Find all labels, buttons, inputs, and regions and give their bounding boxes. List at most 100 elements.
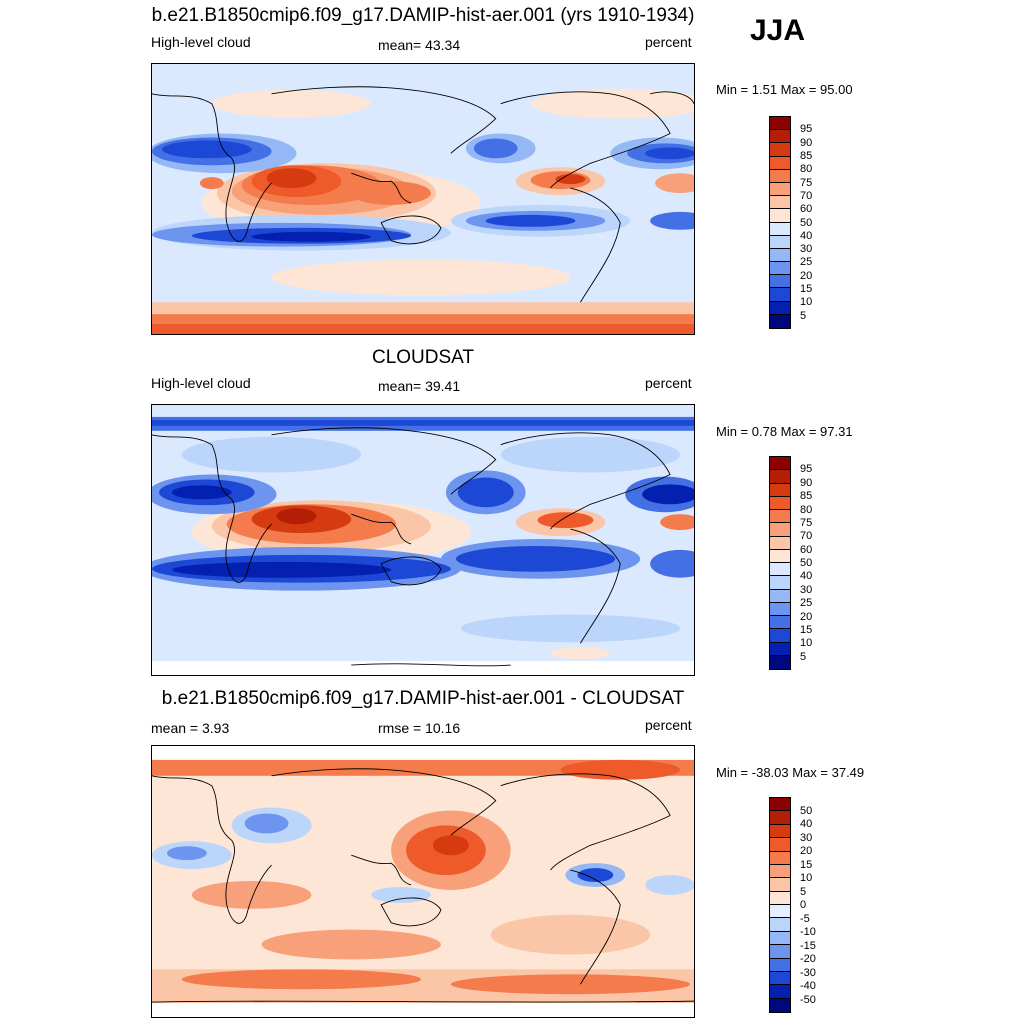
- panel2-colorbar: [769, 456, 791, 670]
- colorbar-swatch: [770, 602, 790, 616]
- colorbar-tick-label: 15: [800, 858, 813, 871]
- colorbar-tick-label: 20: [800, 610, 813, 623]
- panel2-minmax: Min = 0.78 Max = 97.31: [716, 424, 853, 439]
- panel3-minmax: Min = -38.03 Max = 37.49: [716, 765, 865, 780]
- colorbar-tick-label: 75: [800, 516, 813, 529]
- colorbar-tick-label: 85: [800, 149, 813, 162]
- colorbar-swatch: [770, 209, 790, 223]
- colorbar-swatch: [770, 998, 790, 1012]
- colorbar-tick-label: 40: [800, 570, 813, 583]
- colorbar-swatch: [770, 510, 790, 524]
- colorbar-tick-label: 50: [800, 804, 813, 817]
- colorbar-swatch: [770, 838, 790, 852]
- colorbar-swatch: [770, 642, 790, 656]
- colorbar-tick-label: 60: [800, 543, 813, 556]
- colorbar-swatch: [770, 616, 790, 630]
- colorbar-swatch: [770, 851, 790, 865]
- colorbar-swatch: [770, 971, 790, 986]
- colorbar-tick-label: 5: [800, 650, 807, 663]
- colorbar-tick-label: 75: [800, 176, 813, 189]
- colorbar-swatch: [770, 798, 790, 812]
- colorbar-swatch: [770, 589, 790, 603]
- panel2-map: [151, 404, 695, 676]
- colorbar-tick-label: 5: [800, 309, 807, 322]
- panel1-colorbar: [769, 116, 791, 329]
- colorbar-tick-label: -40: [800, 980, 816, 992]
- colorbar-tick-label: -15: [800, 939, 816, 952]
- colorbar-tick-label: 40: [800, 229, 813, 242]
- panel2-contour-field: [152, 405, 694, 675]
- colorbar-swatch: [770, 931, 790, 946]
- colorbar-tick-label: 20: [800, 269, 813, 282]
- colorbar-swatch: [770, 576, 790, 590]
- colorbar-swatch: [770, 196, 790, 210]
- panel1-minmax: Min = 1.51 Max = 95.00: [716, 82, 853, 97]
- colorbar-tick-label: 30: [800, 583, 813, 596]
- panel3-map: [151, 745, 695, 1018]
- colorbar-swatch: [770, 891, 790, 905]
- colorbar-swatch: [770, 156, 790, 170]
- panel3-title: b.e21.B1850cmip6.f09_g17.DAMIP-hist-aer.…: [161, 688, 685, 709]
- colorbar-tick-label: 0: [800, 899, 807, 911]
- colorbar-swatch: [770, 629, 790, 643]
- colorbar-swatch: [770, 864, 790, 879]
- colorbar-swatch: [770, 945, 790, 959]
- colorbar-tick-label: 95: [800, 123, 813, 136]
- colorbar-tick-label: 30: [800, 243, 813, 256]
- colorbar-tick-label: 80: [800, 163, 813, 176]
- colorbar-swatch: [770, 288, 790, 302]
- panel1-mean-label: mean= 43.34: [378, 37, 461, 53]
- colorbar-swatch: [770, 496, 790, 510]
- colorbar-tick-label: 10: [800, 296, 813, 309]
- panel1-map: [151, 63, 695, 335]
- colorbar-swatch: [770, 523, 790, 537]
- panel1-units-label: percent: [645, 34, 692, 50]
- colorbar-tick-label: 20: [800, 845, 813, 857]
- colorbar-tick-label: 70: [800, 530, 813, 543]
- colorbar-swatch: [770, 117, 790, 131]
- colorbar-tick-label: 50: [800, 557, 813, 569]
- colorbar-swatch: [770, 301, 790, 315]
- colorbar-swatch: [770, 248, 790, 263]
- colorbar-tick-label: 10: [800, 872, 813, 884]
- colorbar-swatch: [770, 130, 790, 144]
- colorbar-tick-label: 85: [800, 490, 813, 503]
- panel1-contour-field: [152, 64, 694, 334]
- colorbar-tick-label: -50: [800, 993, 816, 1006]
- colorbar-tick-label: 15: [800, 623, 813, 636]
- colorbar-swatch: [770, 811, 790, 825]
- colorbar-tick-label: -20: [800, 953, 816, 965]
- colorbar-tick-label: 15: [800, 283, 813, 296]
- colorbar-tick-label: 60: [800, 203, 813, 216]
- colorbar-swatch: [770, 222, 790, 236]
- colorbar-swatch: [770, 655, 790, 669]
- colorbar-tick-label: -5: [800, 912, 810, 925]
- colorbar-swatch: [770, 985, 790, 999]
- colorbar-swatch: [770, 536, 790, 550]
- colorbar-swatch: [770, 470, 790, 484]
- colorbar-swatch: [770, 235, 790, 249]
- colorbar-swatch: [770, 905, 790, 919]
- colorbar-tick-label: 40: [800, 818, 813, 830]
- colorbar-tick-label: 90: [800, 476, 813, 489]
- colorbar-tick-label: 80: [800, 503, 813, 516]
- colorbar-tick-label: 25: [800, 256, 813, 269]
- colorbar-tick-label: -10: [800, 926, 816, 938]
- colorbar-swatch: [770, 182, 790, 197]
- colorbar-swatch: [770, 275, 790, 289]
- colorbar-tick-label: 50: [800, 216, 813, 229]
- colorbar-swatch: [770, 958, 790, 972]
- panel1-title: b.e21.B1850cmip6.f09_g17.DAMIP-hist-aer.…: [151, 5, 695, 26]
- panel2-variable-label: High-level cloud: [151, 375, 251, 391]
- colorbar-swatch: [770, 824, 790, 839]
- colorbar-tick-label: 90: [800, 136, 813, 149]
- colorbar-tick-label: 30: [800, 831, 813, 844]
- panel2-title: CLOUDSAT: [371, 347, 475, 368]
- panel3-contour-field: [152, 759, 694, 1017]
- colorbar-swatch: [770, 549, 790, 563]
- colorbar-swatch: [770, 143, 790, 157]
- colorbar-swatch: [770, 878, 790, 892]
- panel2-units-label: percent: [645, 375, 692, 391]
- colorbar-tick-label: 70: [800, 189, 813, 202]
- panel2-mean-label: mean= 39.41: [378, 378, 461, 394]
